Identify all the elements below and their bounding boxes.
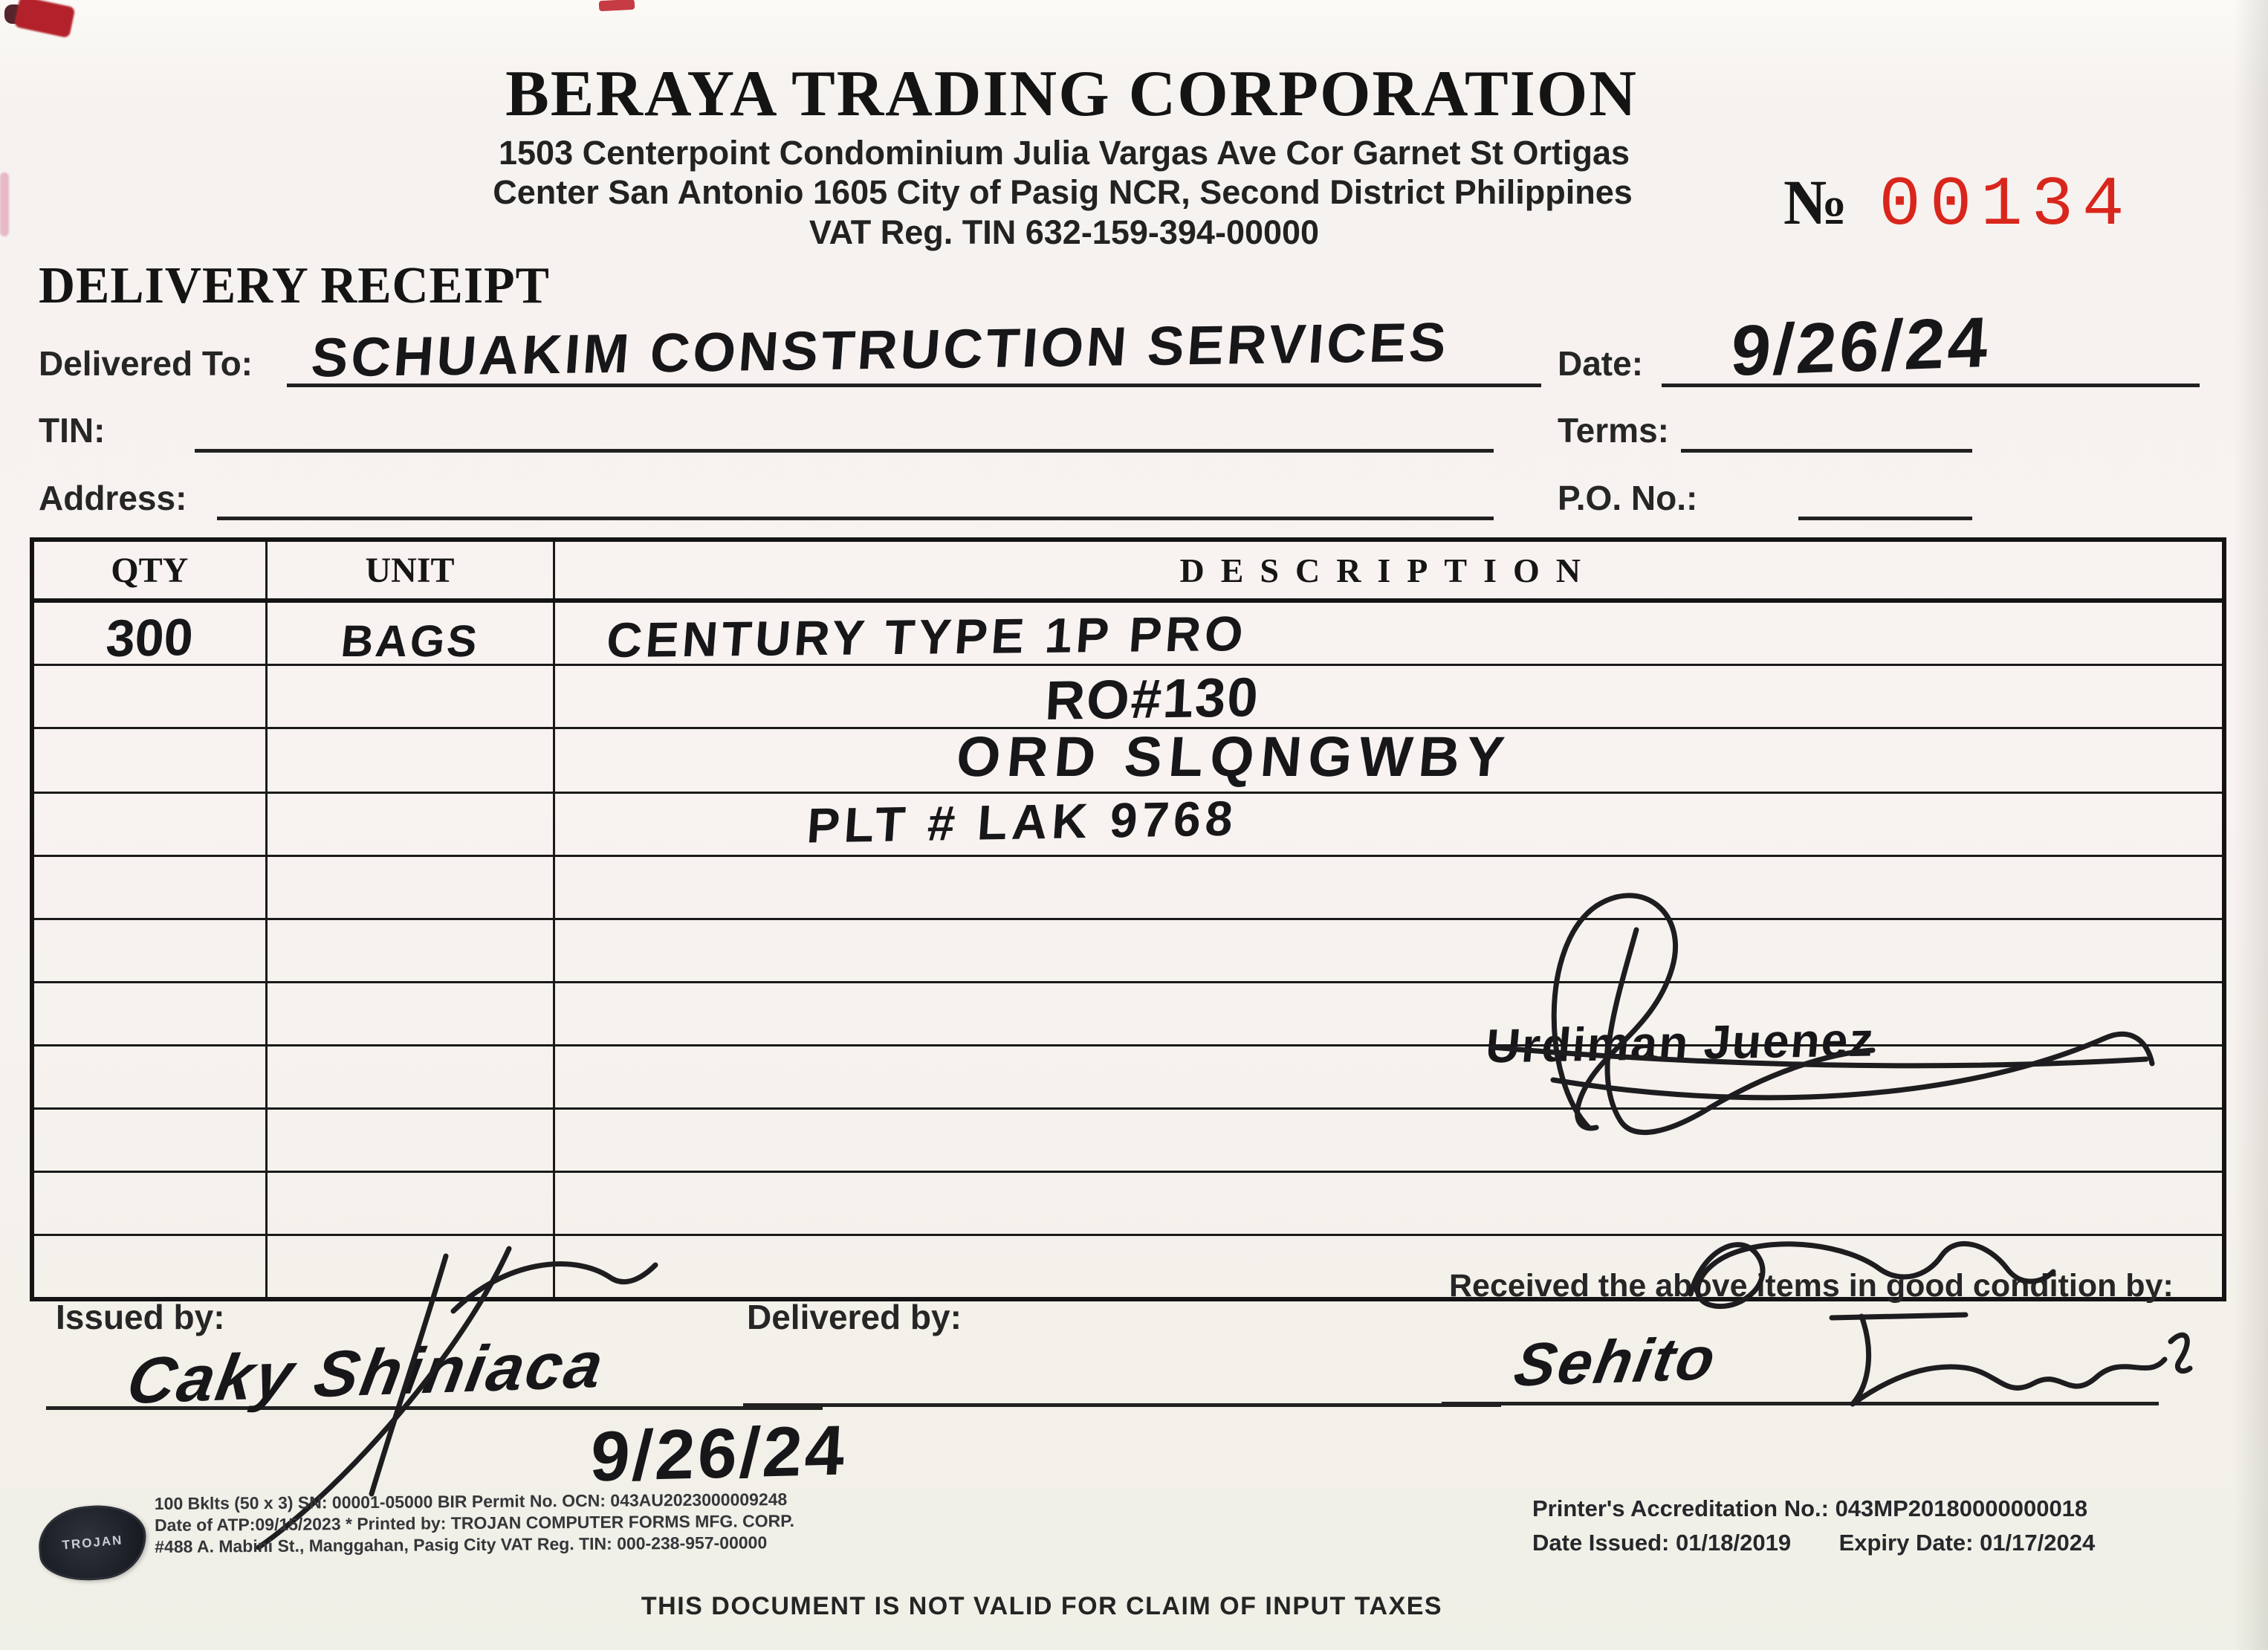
table-row: PLT # LAK 9768 [30, 791, 2226, 857]
po-number-line [1798, 478, 1972, 520]
table-row [30, 981, 2226, 1046]
date-line [1662, 343, 2200, 387]
terms-label: Terms: [1558, 411, 1669, 450]
table-signature-strokes [1489, 893, 2155, 1136]
qty-value: 300 [104, 607, 195, 668]
delivered-to-line [287, 343, 1541, 387]
company-address-line2: Center San Antonio 1605 City of Pasig NC… [493, 173, 1633, 211]
input-tax-disclaimer: THIS DOCUMENT IS NOT VALID FOR CLAIM OF … [641, 1592, 1443, 1620]
print-info-line3: #488 A. Mabini St., Manggahan, Pasig Cit… [155, 1533, 768, 1557]
trojan-printer-stamp: TROJAN [35, 1501, 150, 1585]
table-row [30, 1107, 2226, 1173]
pink-edge-smudge [0, 172, 9, 236]
table-row [30, 1234, 2226, 1301]
delivered-by-label: Delivered by: [747, 1298, 962, 1336]
receipt-number-value: 00134 [1879, 166, 2133, 245]
address-label: Address: [39, 479, 187, 517]
delivered-to-label: Delivered To: [39, 344, 253, 383]
po-number-label: P.O. No.: [1558, 479, 1698, 517]
receipt-number-symbol: № [1783, 166, 1848, 238]
tin-label: TIN: [39, 411, 106, 450]
company-address-line1: 1503 Centerpoint Condominium Julia Varga… [498, 134, 1630, 172]
date-issued-text: Date Issued: 01/18/2019 [1532, 1530, 1792, 1556]
expiry-date-text: Expiry Date: 01/17/2024 [1838, 1530, 2096, 1556]
items-table: QTY UNIT DESCRIPTION 300 BAGS CENTURY TY… [30, 537, 2226, 1301]
date-label: Date: [1558, 344, 1644, 383]
red-ink-dash [598, 0, 635, 12]
company-vat-line: VAT Reg. TIN 632-159-394-00000 [809, 213, 1320, 251]
received-by-signature-strokes [1688, 1240, 2193, 1407]
tin-line [195, 410, 1494, 453]
receipt-number-block: № 00134 [1783, 165, 2133, 245]
issued-by-signature-strokes [256, 1246, 658, 1550]
issued-by-date: 9/26/24 [588, 1411, 850, 1497]
table-row [30, 918, 2226, 983]
table-row: 300 BAGS CENTURY TYPE 1P PRO [30, 599, 2226, 668]
company-name: BERAYA TRADING CORPORATION [505, 58, 1638, 130]
table-row: RO#130 [30, 664, 2226, 731]
received-by-line [1442, 1363, 2159, 1405]
table-row: ORD SLQNGWBY [30, 725, 2226, 794]
table-header-row: QTY UNIT DESCRIPTION [30, 538, 2226, 603]
address-line [217, 478, 1494, 520]
document-title: DELIVERY RECEIPT [39, 257, 550, 314]
accreditation-dates-line: Date Issued: 01/18/2019 Expiry Date: 01/… [1532, 1530, 2095, 1556]
issued-by-label: Issued by: [56, 1298, 225, 1336]
unit-value: BAGS [338, 616, 482, 666]
printer-accreditation-line: Printer's Accreditation No.: 043MP201800… [1532, 1495, 2088, 1521]
qty-column-header: QTY [30, 538, 268, 603]
description-column-header: DESCRIPTION [552, 538, 2226, 603]
red-ink-smudge [13, 0, 76, 39]
table-row [30, 1171, 2226, 1236]
issued-by-line [46, 1368, 823, 1410]
delivered-by-line [743, 1365, 1501, 1407]
table-row [30, 855, 2226, 920]
unit-column-header: UNIT [265, 538, 555, 603]
terms-line [1681, 410, 1972, 453]
table-row [30, 1044, 2226, 1110]
date-value: 9/26/24 [1728, 302, 1994, 392]
print-info-block: 100 Bklts (50 x 3) SN: 00001-05000 BIR P… [155, 1489, 795, 1558]
trojan-stamp-text: TROJAN [61, 1533, 124, 1553]
